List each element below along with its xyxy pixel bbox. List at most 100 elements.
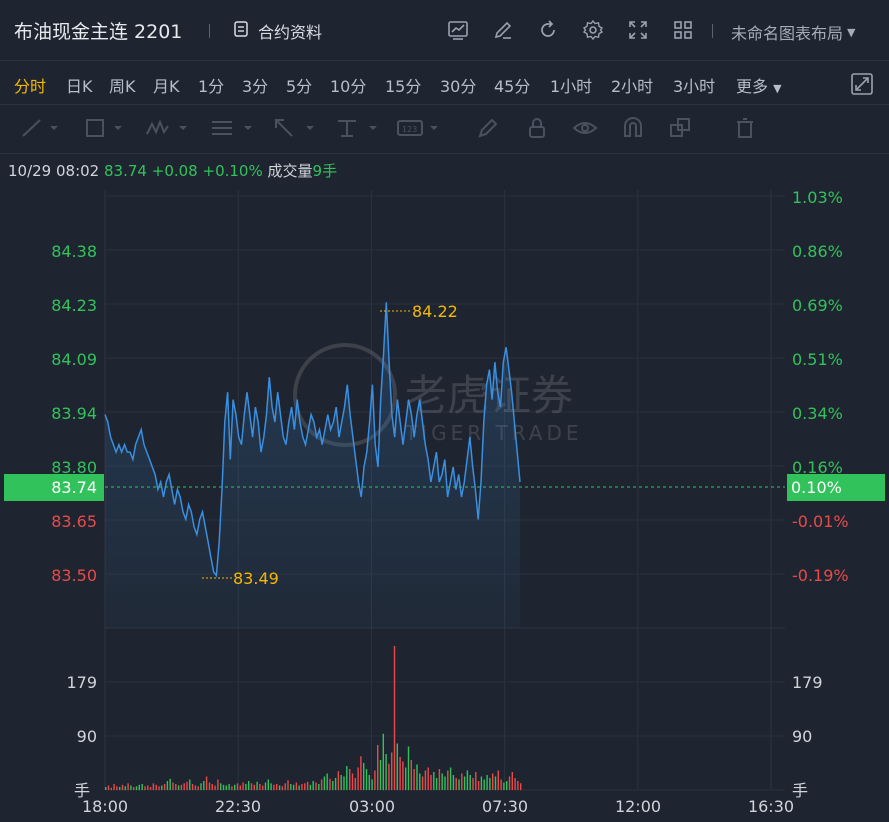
quote-price: 83.74	[104, 162, 147, 180]
volume-bar	[385, 754, 387, 790]
volume-unit: 手	[792, 781, 808, 800]
period-tab[interactable]: 1分	[198, 77, 225, 96]
volume-bar	[438, 769, 441, 790]
price-tick: 83.65	[51, 512, 97, 531]
price-line	[104, 302, 521, 578]
price-tick: 83.94	[51, 404, 97, 423]
volume-bar	[133, 787, 135, 790]
volume-bar	[256, 781, 258, 791]
volume-bar	[424, 770, 427, 790]
period-tab[interactable]: 周K	[109, 77, 136, 96]
settings-icon[interactable]	[579, 16, 607, 44]
volume-bar	[455, 778, 457, 790]
volume-bar	[475, 772, 477, 790]
magnet-icon[interactable]	[621, 116, 645, 140]
fib-tool-icon[interactable]	[210, 116, 254, 140]
volume-bar	[169, 778, 171, 791]
volume-bar	[273, 784, 275, 791]
volume-bar	[141, 784, 143, 790]
label-tool-icon[interactable]: 123	[396, 116, 442, 140]
volume-bar	[320, 779, 323, 790]
period-tab[interactable]: 30分	[440, 77, 477, 96]
volume-bar	[149, 787, 152, 790]
high-label: 84.22	[412, 302, 458, 321]
lock-icon[interactable]	[525, 116, 549, 140]
volume-tick: 179	[66, 673, 97, 692]
volume-bar	[155, 784, 157, 791]
pct-tick: -0.19%	[792, 566, 849, 585]
rectangle-tool-icon[interactable]	[84, 116, 124, 140]
price-series-line	[104, 302, 521, 578]
volume-bar	[483, 779, 485, 790]
time-tick: 12:00	[615, 797, 661, 816]
period-tab[interactable]: 分时	[14, 77, 47, 96]
line-tool-icon[interactable]	[20, 116, 60, 140]
volume-bar	[183, 783, 185, 791]
volume-bar	[163, 784, 166, 790]
period-tab[interactable]: 3小时	[673, 77, 716, 96]
pen-icon[interactable]	[476, 116, 500, 140]
volume-bar	[245, 784, 247, 790]
volume-bar	[144, 786, 146, 791]
period-tab[interactable]: 15分	[385, 77, 422, 96]
symbol-title[interactable]: 布油现金主连 2201	[14, 21, 183, 43]
period-tab[interactable]: 月K	[153, 77, 180, 96]
volume-bar	[276, 784, 278, 790]
header	[0, 0, 889, 60]
period-tab[interactable]: 1小时	[550, 77, 593, 96]
period-tab[interactable]: 2小时	[611, 77, 654, 96]
grid-icon[interactable]	[669, 16, 697, 44]
volume-bar	[110, 787, 112, 791]
trash-icon[interactable]	[733, 116, 757, 140]
volume-tick: 90	[792, 727, 812, 746]
volume-bar	[511, 772, 513, 790]
expand-icon[interactable]	[850, 72, 874, 100]
period-tab[interactable]: 日K	[66, 77, 93, 96]
volume-bar	[452, 775, 455, 790]
volume-bar	[161, 785, 163, 790]
volume-bar	[295, 782, 298, 790]
volume-bar	[191, 784, 194, 790]
volume-bar	[421, 776, 424, 790]
wave-tool-icon[interactable]	[145, 116, 189, 140]
volume-bar	[402, 761, 404, 790]
volume-bar	[222, 784, 225, 791]
contract-info-button[interactable]: 合约资料	[232, 19, 322, 43]
text-tool-icon[interactable]	[335, 116, 379, 140]
volume-bar	[430, 775, 432, 790]
volume-bar	[205, 776, 208, 790]
volume-bar	[489, 778, 491, 790]
volume-bar	[469, 775, 471, 790]
intraday-chart[interactable]: 老虎证券 TIGER TRADE 83.74 0.10% 84.22 83.49…	[0, 185, 889, 822]
volume-bar	[239, 785, 241, 790]
more-periods-button[interactable]: 更多 ▼	[736, 73, 782, 97]
period-tab[interactable]: 10分	[330, 77, 367, 96]
volume-bar	[396, 743, 398, 790]
volume-bar	[301, 784, 303, 790]
volume-bar	[497, 770, 499, 790]
edit-icon[interactable]	[489, 16, 517, 44]
fullscreen-icon[interactable]	[624, 16, 652, 44]
current-pct-tag	[787, 474, 885, 501]
period-tab[interactable]: 5分	[286, 77, 313, 96]
volume-unit: 手	[74, 781, 90, 800]
layout-selector[interactable]: 未命名图表布局 ▼	[731, 20, 855, 44]
volume-bar	[189, 779, 191, 790]
volume-bar	[127, 783, 129, 791]
price-tick: 84.09	[51, 350, 97, 369]
svg-text:123: 123	[402, 125, 417, 134]
period-tab[interactable]: 45分	[494, 77, 531, 96]
time-tick: 03:00	[349, 797, 395, 816]
layers-icon[interactable]	[668, 116, 694, 140]
arrow-tool-icon[interactable]	[272, 116, 316, 140]
chart-icon[interactable]	[444, 16, 472, 44]
volume-bar	[413, 769, 415, 790]
eye-icon[interactable]	[572, 116, 598, 140]
quote-change-pct: +0.10%	[202, 162, 263, 180]
price-tick: 83.80	[51, 458, 97, 477]
period-tab[interactable]: 3分	[242, 77, 269, 96]
refresh-icon[interactable]	[534, 16, 562, 44]
volume-bar	[463, 776, 466, 790]
volume-bar	[472, 778, 474, 790]
volume-bar	[194, 785, 197, 790]
